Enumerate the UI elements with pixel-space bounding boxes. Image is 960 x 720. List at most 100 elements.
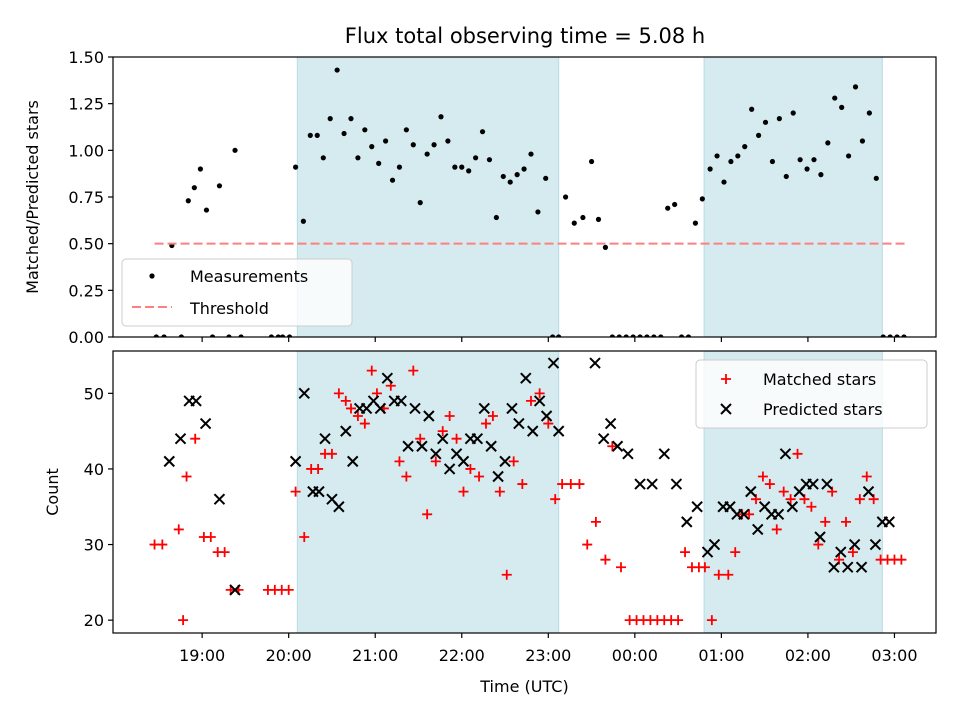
shaded-interval: [703, 56, 883, 338]
matched-star-point: [550, 494, 561, 505]
predicted-star-point: [381, 372, 394, 384]
measurement-point: [459, 164, 465, 170]
measurement-point: [424, 151, 430, 157]
measurement-point: [203, 207, 210, 213]
predicted-star-point: [708, 538, 721, 551]
predicted-star-point: [402, 440, 414, 452]
predicted-star-point: [842, 561, 854, 573]
predicted-star-point: [430, 448, 442, 460]
matched-star-point: [764, 479, 775, 490]
measurement-point: [320, 155, 326, 161]
measurement-point: [755, 132, 762, 138]
measurement-point: [563, 194, 569, 200]
matched-star-point: [534, 388, 545, 399]
measurement-point: [185, 198, 191, 204]
y-tick-label: 20: [84, 611, 104, 630]
measurement-point: [811, 157, 817, 163]
y-tick-label: 40: [84, 460, 104, 479]
predicted-star-point: [174, 432, 187, 445]
measurement-point: [216, 183, 223, 189]
matched-star-point: [444, 411, 455, 422]
measurement-point: [410, 142, 416, 148]
measurement-point: [887, 334, 893, 337]
y-tick-label: 1.25: [68, 95, 104, 114]
legend-label: Measurements: [190, 267, 308, 286]
predicted-star-point: [589, 357, 601, 369]
y-tick-label: 0.00: [68, 328, 104, 347]
measurement-point: [197, 166, 204, 172]
matched-star-point: [673, 615, 684, 626]
measurement-point: [699, 196, 705, 202]
measurement-point: [417, 200, 423, 206]
predicted-star-point: [848, 538, 861, 551]
y-tick-label: 0.50: [68, 235, 104, 254]
predicted-star-point: [552, 425, 565, 437]
measurement-point: [644, 334, 650, 337]
legend-label: Threshold: [189, 299, 269, 318]
matched-star-point: [896, 554, 907, 565]
matched-star-point: [771, 524, 782, 535]
predicted-star-point: [485, 440, 497, 452]
y-axis-label: Matched/Predicted stars: [23, 100, 42, 294]
predicted-star-point: [604, 417, 617, 430]
measurement-point: [721, 179, 727, 185]
matched-star-point: [840, 516, 851, 527]
x-tick-label: 21:00: [352, 646, 398, 665]
measurement-point: [314, 132, 320, 138]
measurement-point: [839, 104, 845, 110]
predicted-star-point: [828, 561, 840, 573]
matched-star-point: [854, 494, 865, 505]
predicted-star-point: [855, 561, 868, 573]
chart-title: Flux total observing time = 5.08 h: [345, 24, 705, 48]
y-tick-label: 0.75: [68, 188, 104, 207]
predicted-star-point: [738, 508, 750, 521]
measurement-point: [616, 334, 622, 337]
matched-star-point: [313, 463, 324, 474]
predicted-star-point: [533, 395, 546, 407]
matched-star-point: [326, 448, 337, 459]
matched-star-point: [501, 569, 512, 580]
measurement-point: [571, 220, 577, 226]
measurement-point: [556, 334, 562, 337]
measurement-point: [714, 153, 720, 159]
matched-star-point: [465, 463, 476, 474]
predicted-star-point: [199, 417, 212, 430]
y-tick-label: 1.50: [68, 48, 104, 67]
measurement-point: [473, 155, 479, 161]
matched-star-point: [178, 615, 189, 626]
measurement-point: [602, 244, 609, 250]
measurement-point: [880, 334, 886, 337]
measurement-point: [226, 334, 232, 337]
measurement-point: [543, 175, 549, 181]
matched-star-point: [680, 547, 691, 558]
measurement-point: [376, 160, 382, 166]
predicted-star-point: [347, 455, 359, 468]
x-tick-label: 23:00: [525, 646, 571, 665]
matched-star-point: [778, 486, 789, 497]
matched-star-point: [451, 433, 462, 444]
measurement-point: [293, 164, 299, 170]
matched-star-point: [813, 539, 824, 550]
measurement-point: [776, 116, 782, 122]
measurement-point: [588, 158, 595, 165]
matched-star-point: [730, 547, 741, 558]
measurement-point: [658, 334, 664, 337]
matched-star-point: [706, 615, 717, 626]
predicted-star-point: [883, 516, 895, 528]
matched-star-point: [557, 479, 568, 490]
matched-star-point: [861, 471, 872, 482]
measurement-point: [580, 214, 586, 221]
measurement-point: [445, 138, 451, 144]
matched-star-point: [806, 501, 817, 512]
matched-star-point: [408, 365, 419, 376]
measurement-point: [790, 110, 796, 116]
predicted-star-point: [229, 584, 241, 596]
legend: Measurements Threshold: [121, 258, 353, 327]
matched-star-point: [565, 479, 576, 490]
y-tick-label: 50: [84, 384, 104, 403]
plot-area: [149, 357, 907, 626]
predicted-star-point: [443, 463, 456, 475]
measurement-point: [389, 177, 396, 183]
matched-star-point: [785, 494, 796, 505]
